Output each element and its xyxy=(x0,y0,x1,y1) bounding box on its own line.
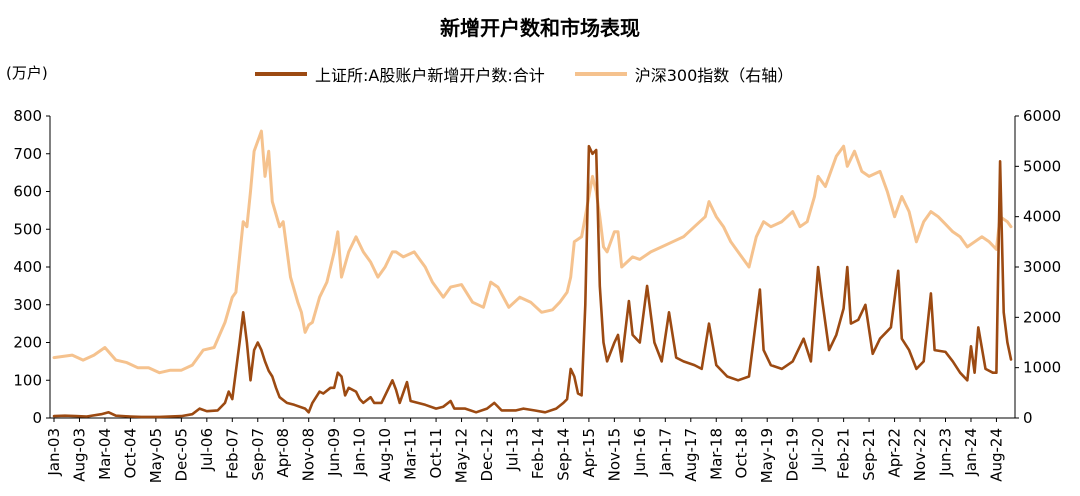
y-left-tick-label: 500 xyxy=(13,220,42,238)
y-left-tick-label: 0 xyxy=(32,409,42,427)
y-left-tick-label: 400 xyxy=(13,258,42,276)
x-tick-label: Aug-24 xyxy=(987,428,1005,482)
legend-label-index: 沪深300指数（右轴） xyxy=(634,66,794,85)
x-tick-label: Dec-05 xyxy=(172,428,190,482)
legend-item-accounts: 上证所:A股账户新增开户数:合计 xyxy=(255,62,545,86)
y-right-tick-label: 5000 xyxy=(1023,157,1061,175)
x-tick-label: Dec-12 xyxy=(478,428,496,482)
x-tick-label: Aug-03 xyxy=(70,428,88,482)
x-tick-label: Jan-10 xyxy=(351,428,369,477)
left-axis-unit: (万户) xyxy=(6,64,48,82)
y-left-tick-label: 300 xyxy=(13,296,42,314)
axes: 0 100 200 300 400 500 600 700 800 0 1000 2000 3000 40… xyxy=(13,107,1061,483)
y-right-tick-label: 6000 xyxy=(1023,107,1061,125)
x-tick-label: Sep-14 xyxy=(554,428,572,481)
y-left-tick-label: 700 xyxy=(13,145,42,163)
x-tick-label: Jun-09 xyxy=(325,428,343,477)
x-tick-label: Jan-24 xyxy=(962,428,980,477)
x-tick-label: Mar-04 xyxy=(96,428,114,480)
x-tick-label: Nov-22 xyxy=(911,428,929,481)
chart-title: 新增开户数和市场表现 xyxy=(440,16,640,40)
x-tick-label: Nov-08 xyxy=(300,428,318,481)
y-left-tick-label: 800 xyxy=(13,107,42,125)
x-tick-label: Oct-11 xyxy=(427,428,445,478)
x-tick-label: Jun-16 xyxy=(631,428,649,477)
y-right-tick-label: 1000 xyxy=(1023,359,1061,377)
x-tick-label: Jun-23 xyxy=(937,428,955,477)
x-tick-label: Dec-19 xyxy=(784,428,802,482)
x-tick-label: Oct-18 xyxy=(733,428,751,478)
x-tick-label: Feb-07 xyxy=(223,428,241,479)
y-left-tick-label: 600 xyxy=(13,183,42,201)
y-left-tick-label: 100 xyxy=(13,371,42,389)
x-tick-label: Jul-06 xyxy=(198,428,216,472)
x-tick-label: Mar-11 xyxy=(402,428,420,480)
y-right-tick-label: 4000 xyxy=(1023,208,1061,226)
y-right-tick-label: 0 xyxy=(1023,409,1033,427)
legend: 上证所:A股账户新增开户数:合计 沪深300指数（右轴） xyxy=(255,62,823,86)
x-tick-label: Aug-10 xyxy=(376,428,394,482)
legend-swatch-index xyxy=(574,72,627,76)
x-tick-label: Feb-14 xyxy=(529,428,547,479)
x-tick-label: Nov-15 xyxy=(605,428,623,481)
x-tick-label: Apr-22 xyxy=(886,428,904,478)
legend-label-accounts: 上证所:A股账户新增开户数:合计 xyxy=(315,66,545,85)
x-tick-label: Mar-18 xyxy=(707,428,725,480)
x-tick-label: Apr-08 xyxy=(274,428,292,478)
x-tick-label: Sep-07 xyxy=(249,428,267,481)
series-line-index xyxy=(52,129,1013,375)
series-line-accounts xyxy=(52,144,1013,419)
x-tick-label: May-05 xyxy=(147,428,165,483)
series-lines xyxy=(52,129,1013,419)
x-tick-label: Oct-04 xyxy=(121,428,139,478)
x-tick-label: Aug-17 xyxy=(682,428,700,482)
legend-item-index: 沪深300指数（右轴） xyxy=(574,62,794,86)
x-tick-label: May-12 xyxy=(453,428,471,483)
x-tick-label: Apr-15 xyxy=(580,428,598,478)
x-tick-label: Feb-21 xyxy=(835,428,853,479)
legend-swatch-accounts xyxy=(255,72,307,76)
x-tick-label: Jan-03 xyxy=(45,428,63,477)
y-right-tick-label: 3000 xyxy=(1023,258,1061,276)
x-tick-label: Jul-13 xyxy=(503,428,521,472)
x-tick-label: Jan-17 xyxy=(656,428,674,477)
x-tick-label: May-19 xyxy=(758,428,776,483)
x-tick-label: Sep-21 xyxy=(860,428,878,481)
x-tick-label: Jul-20 xyxy=(809,428,827,472)
y-left-tick-label: 200 xyxy=(13,334,42,352)
y-right-tick-label: 2000 xyxy=(1023,308,1061,326)
